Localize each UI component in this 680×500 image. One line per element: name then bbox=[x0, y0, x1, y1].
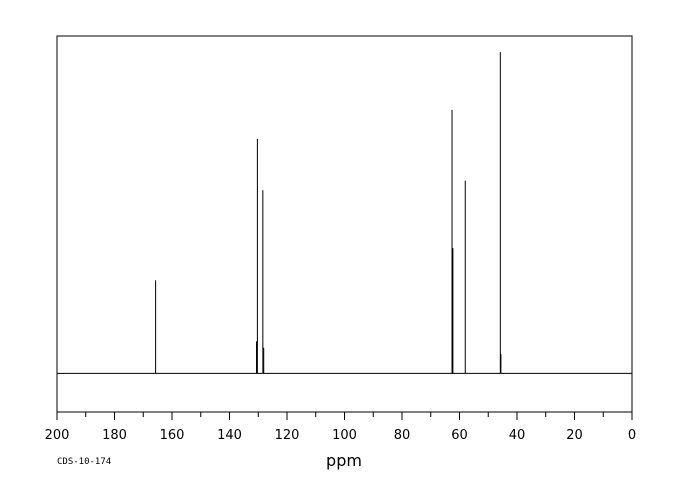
x-tick-label: 160 bbox=[160, 428, 185, 443]
x-tick-label: 180 bbox=[102, 428, 127, 443]
spectrum-group bbox=[57, 52, 632, 374]
x-tick-label: 80 bbox=[394, 428, 411, 443]
x-tick-label: 0 bbox=[628, 428, 636, 443]
x-axis-label: ppm bbox=[326, 451, 362, 470]
x-tick-label: 60 bbox=[451, 428, 468, 443]
x-axis: 200 180 160 140 120 100 80 60 40 20 0 bbox=[45, 412, 636, 443]
x-tick-label: 20 bbox=[566, 428, 583, 443]
x-tick-label: 40 bbox=[509, 428, 526, 443]
x-tick-label: 120 bbox=[275, 428, 300, 443]
x-tick-label: 200 bbox=[45, 428, 70, 443]
spectrum-code-label: CDS-10-174 bbox=[57, 457, 111, 467]
plot-frame bbox=[56, 35, 633, 413]
x-tick-label: 140 bbox=[217, 428, 242, 443]
x-tick-label: 100 bbox=[332, 428, 357, 443]
